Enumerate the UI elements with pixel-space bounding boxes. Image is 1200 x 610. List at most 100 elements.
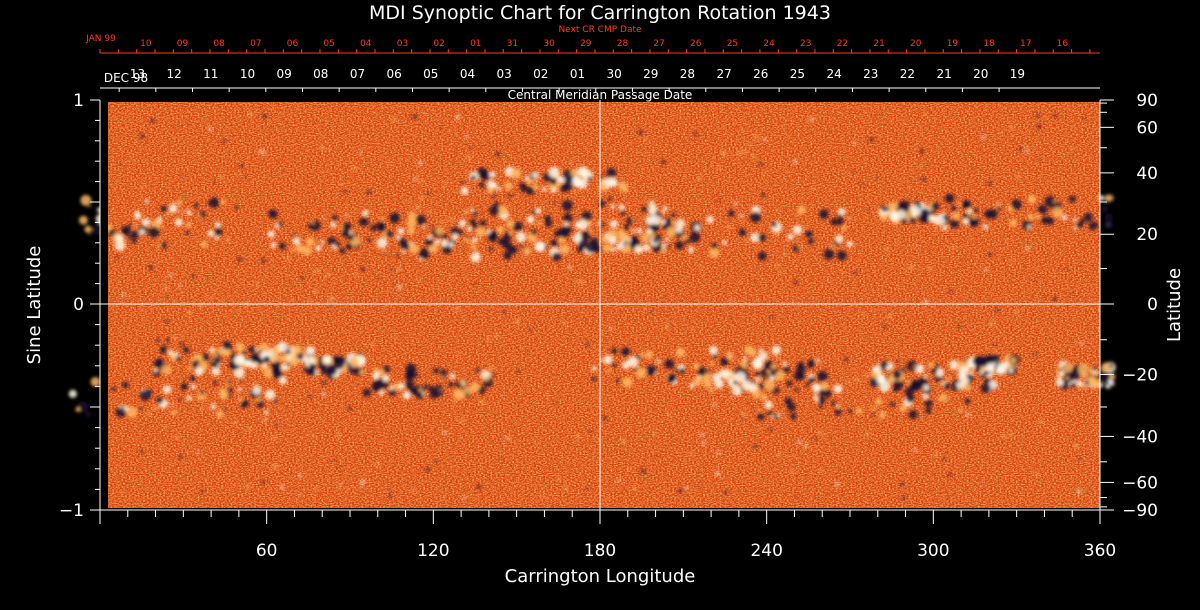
- flux-speck: [412, 114, 418, 120]
- flux-patch: [608, 236, 618, 245]
- flux-speck: [723, 490, 728, 495]
- left-ticks: −1 0 1: [59, 91, 100, 521]
- flux-speck: [1024, 144, 1028, 147]
- flux-speck: [141, 184, 145, 188]
- flux-patch: [807, 359, 815, 367]
- cmp-date-label: 02: [533, 67, 548, 81]
- flux-patch: [175, 218, 183, 227]
- flux-speck: [388, 494, 393, 498]
- flux-patch: [123, 406, 129, 412]
- cmp-date-label: 10: [240, 67, 255, 81]
- flux-patch: [469, 219, 477, 226]
- flux-patch: [709, 361, 714, 366]
- flux-patch: [872, 366, 879, 373]
- flux-patch: [211, 367, 221, 376]
- flux-speck: [864, 373, 869, 378]
- flux-patch: [885, 365, 890, 370]
- flux-patch: [170, 354, 177, 362]
- flux-patch: [235, 342, 245, 351]
- flux-speck: [689, 452, 694, 456]
- flux-patch: [838, 208, 846, 216]
- flux-speck: [191, 274, 196, 279]
- flux-patch: [377, 368, 385, 376]
- flux-speck: [771, 388, 775, 392]
- x-axis: 60 120 180 240 300 360 Carrington Longitude: [99, 509, 1116, 587]
- flux-speck: [924, 299, 929, 304]
- flux-patch: [755, 377, 761, 383]
- flux-patch: [448, 381, 454, 388]
- flux-patch: [775, 370, 786, 381]
- next-cr-date-label: 03: [397, 39, 408, 49]
- flux-patch: [980, 383, 991, 394]
- magnetogram-noise: [108, 102, 1100, 508]
- flux-speck: [425, 467, 430, 472]
- flux-speck: [640, 468, 646, 474]
- cmp-date-label: 03: [496, 67, 511, 81]
- flux-speck: [644, 307, 648, 311]
- flux-patch: [671, 212, 676, 218]
- flux-patch: [646, 228, 652, 234]
- flux-speck: [626, 467, 630, 471]
- flux-patch: [227, 387, 233, 393]
- flux-patch: [541, 186, 547, 192]
- flux-patch: [526, 178, 533, 185]
- left-axis-title: Sine Latitude: [24, 246, 45, 365]
- next-cr-date-label: 31: [507, 39, 518, 49]
- cmp-date-label: 25: [790, 67, 805, 81]
- flux-speck: [607, 196, 613, 202]
- flux-speck: [645, 428, 648, 431]
- flux-patch: [1098, 194, 1105, 201]
- flux-patch: [404, 371, 415, 381]
- flux-patch: [737, 364, 742, 370]
- flux-patch: [675, 347, 686, 358]
- flux-patch: [188, 365, 193, 371]
- flux-patch: [1083, 212, 1093, 222]
- flux-speck: [140, 308, 144, 312]
- flux-patch: [217, 363, 221, 367]
- flux-speck: [984, 267, 988, 272]
- flux-patch: [210, 350, 216, 355]
- flux-speck: [272, 435, 277, 440]
- flux-speck: [406, 157, 409, 160]
- flux-patch: [134, 210, 139, 215]
- flux-patch: [466, 226, 472, 232]
- flux-speck: [609, 326, 613, 331]
- flux-patch: [846, 241, 853, 248]
- flux-speck: [760, 426, 762, 429]
- flux-speck: [440, 125, 443, 129]
- flux-speck: [652, 432, 657, 436]
- flux-patch: [918, 212, 929, 224]
- flux-patch: [596, 222, 600, 226]
- flux-patch: [362, 210, 369, 217]
- flux-speck: [349, 230, 354, 235]
- central-meridian-axis: DEC 98 Central Meridian Passage Date 13 1…: [100, 67, 1100, 102]
- flux-patch: [1028, 195, 1034, 201]
- flux-patch: [341, 368, 346, 374]
- flux-patch: [518, 243, 523, 247]
- flux-patch: [563, 179, 574, 190]
- flux-speck: [312, 434, 315, 438]
- flux-patch: [218, 388, 228, 397]
- flux-speck: [556, 477, 560, 482]
- next-cr-axis: Next CR CMP Date JAN 99 10 09 08 07 06 05 04 03…: [85, 25, 1100, 54]
- flux-speck: [843, 357, 849, 362]
- flux-patch: [380, 380, 389, 389]
- flux-patch: [1055, 378, 1064, 387]
- x-axis-title: Carrington Longitude: [505, 566, 696, 587]
- flux-speck: [1065, 267, 1069, 271]
- right-y-axis: 90 60 40 20 0 −20 −40 −60 −90 Latitude: [1099, 91, 1185, 521]
- flux-patch: [645, 350, 654, 359]
- flux-patch: [497, 187, 502, 191]
- flux-speck: [515, 319, 520, 324]
- flux-patch: [377, 224, 386, 232]
- flux-speck: [595, 394, 598, 397]
- flux-patch: [758, 383, 765, 390]
- flux-patch: [263, 367, 274, 378]
- flux-speck: [699, 264, 703, 269]
- flux-patch: [487, 180, 496, 189]
- flux-speck: [441, 220, 445, 225]
- flux-speck: [660, 216, 663, 219]
- flux-patch: [397, 227, 405, 235]
- flux-speck: [725, 483, 728, 486]
- flux-patch: [526, 186, 535, 196]
